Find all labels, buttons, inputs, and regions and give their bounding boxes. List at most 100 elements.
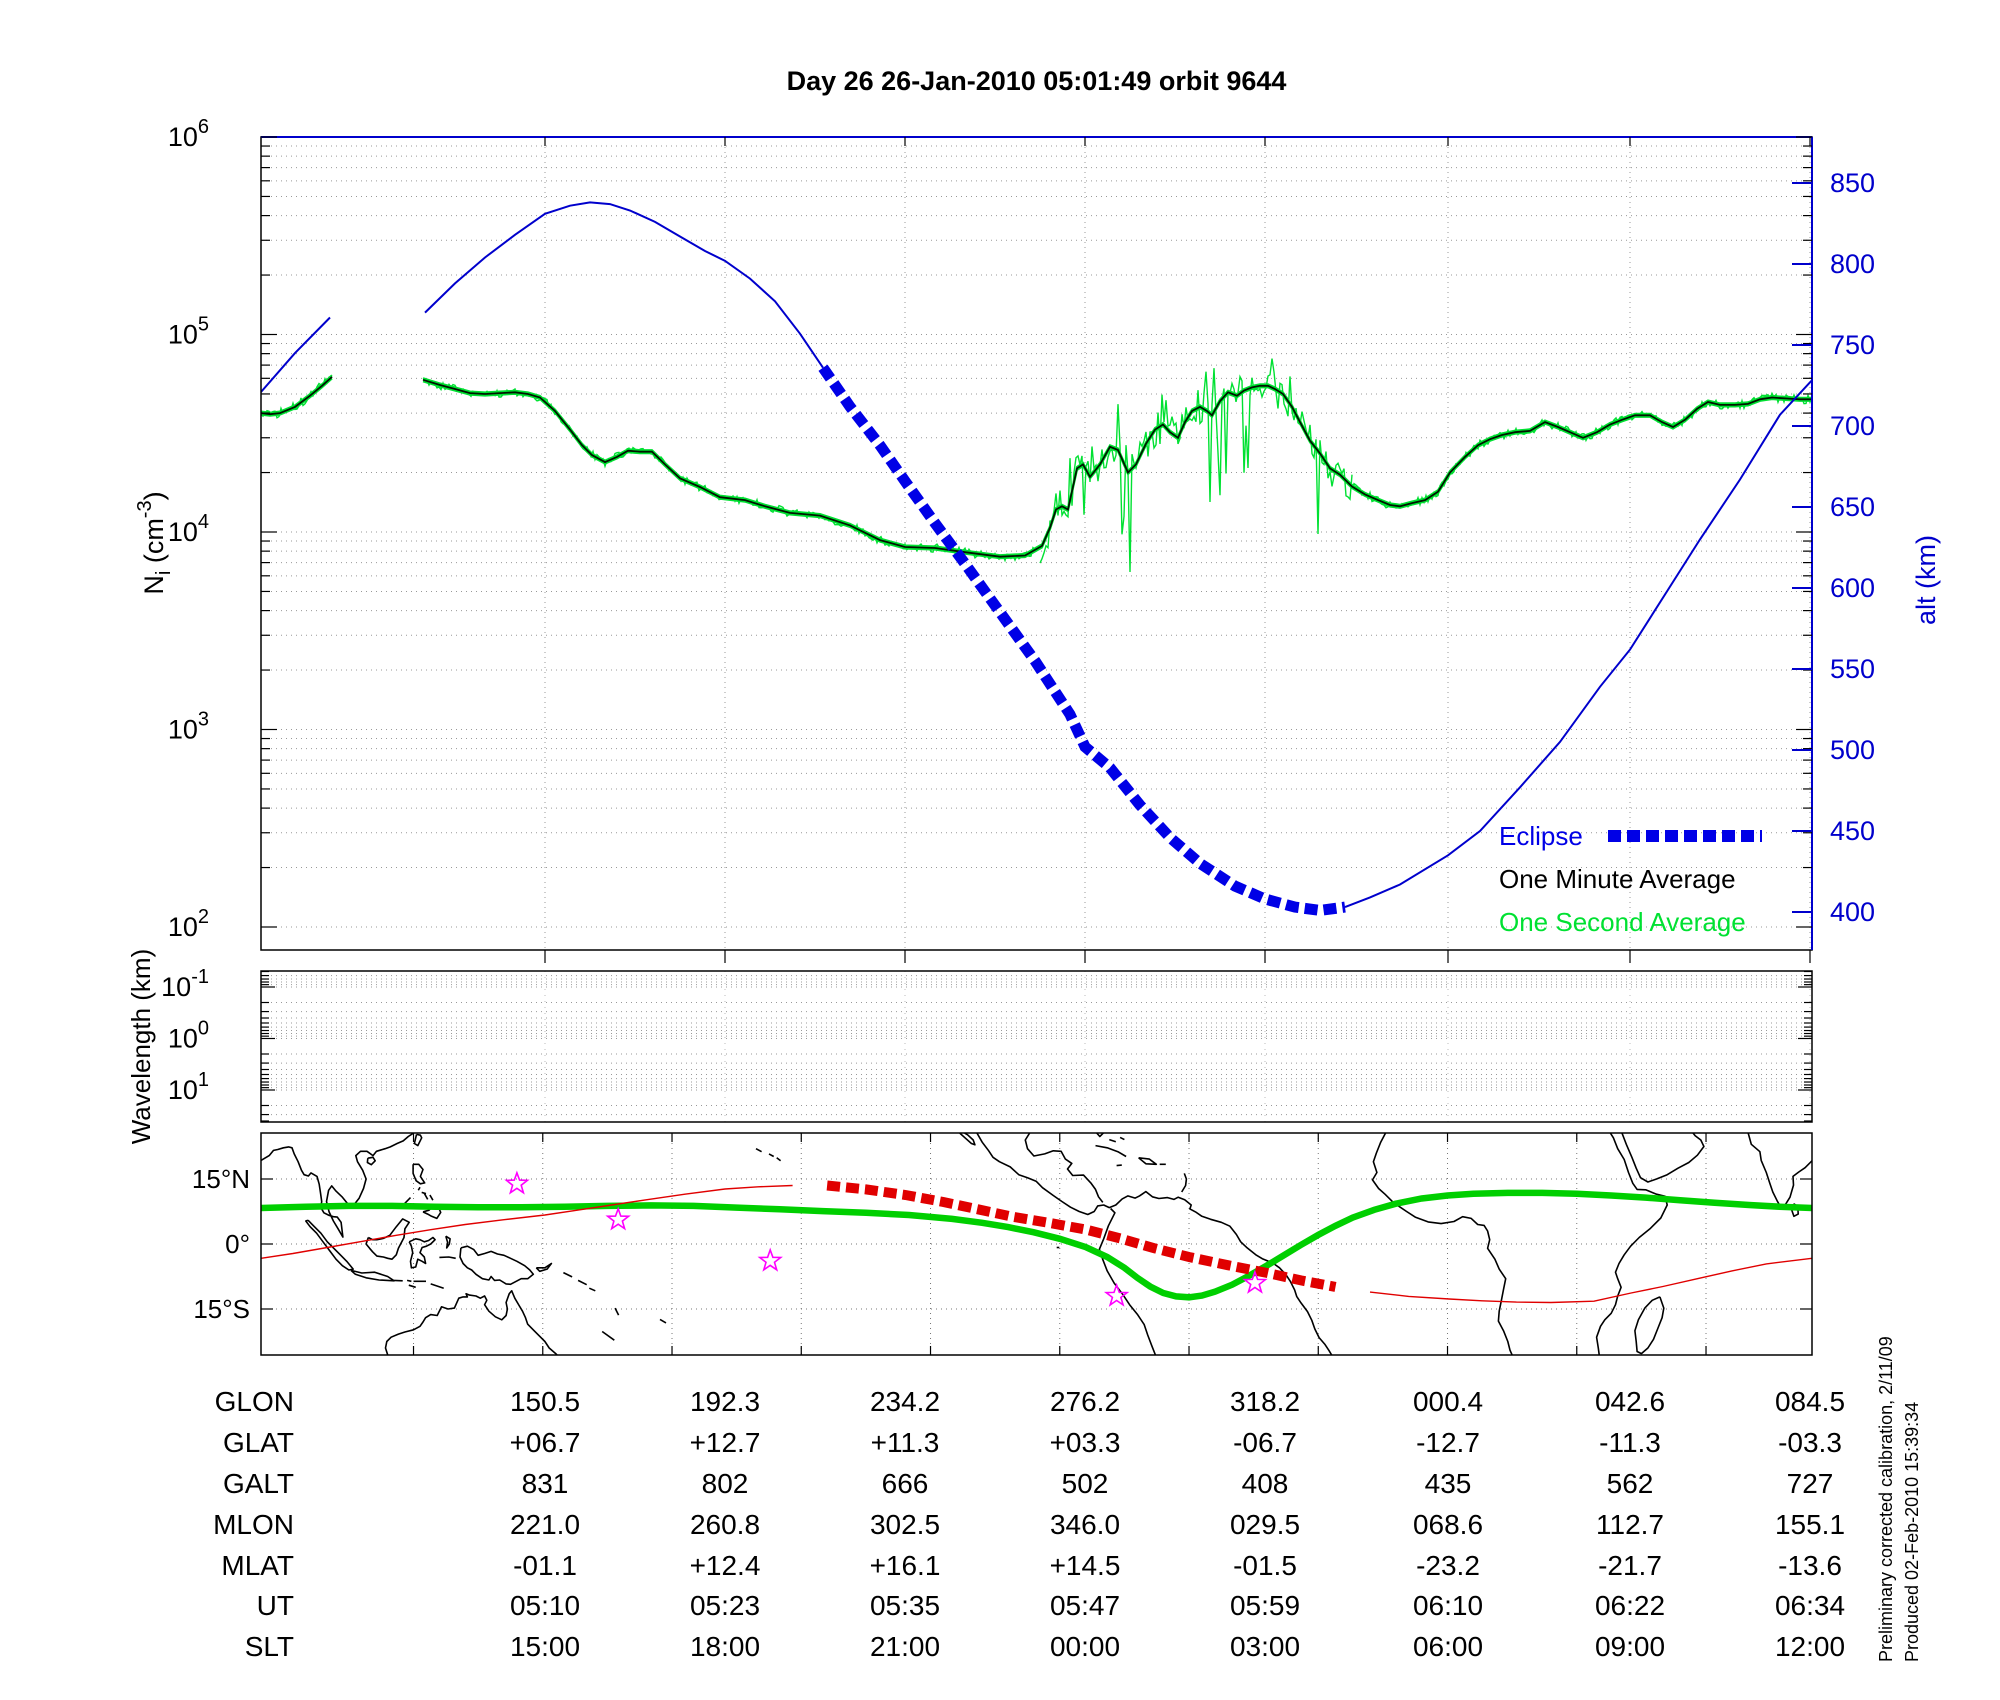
eclipse-ground-segment bbox=[826, 1180, 1337, 1292]
table-cell: 727 bbox=[1787, 1468, 1834, 1499]
table-cell: 05:59 bbox=[1230, 1590, 1300, 1621]
magnetic-equator-line bbox=[261, 1189, 1812, 1301]
table-cell: 260.8 bbox=[690, 1509, 760, 1540]
one-minute-average-curve bbox=[261, 376, 1812, 558]
table-cell: 408 bbox=[1242, 1468, 1289, 1499]
table-cell: -13.6 bbox=[1778, 1550, 1842, 1581]
wavelength-tick-label: 10-1 bbox=[161, 966, 209, 1002]
table-cell: 000.4 bbox=[1413, 1386, 1483, 1417]
table-cell: +11.3 bbox=[871, 1427, 940, 1458]
table-cell: -01.1 bbox=[513, 1550, 577, 1581]
density-tick-label: 102 bbox=[168, 906, 209, 942]
figure-title: Day 26 26-Jan-2010 05:01:49 orbit 9644 bbox=[786, 66, 1287, 96]
density-altitude-plot: 106 105 104 103 102 850 800 750 700 650 600 550 500 4… bbox=[134, 116, 1941, 963]
table-cell: 802 bbox=[702, 1468, 749, 1499]
map-content bbox=[261, 1133, 1812, 1355]
ephemeris-table: GLON 150.5 192.3 234.2 276.2 318.2 000.4 042.6 0… bbox=[213, 1386, 1845, 1662]
table-cell: 112.7 bbox=[1596, 1509, 1664, 1540]
produced-note: Produced 02-Feb-2010 15:39:34 bbox=[1902, 1402, 1922, 1662]
production-note: Preliminary corrected calibration, 2/11/… bbox=[1876, 1336, 1922, 1662]
table-cell: +12.7 bbox=[690, 1427, 761, 1458]
table-cell: 029.5 bbox=[1230, 1509, 1300, 1540]
table-row-label: GLAT bbox=[223, 1427, 294, 1458]
table-cell: -21.7 bbox=[1598, 1550, 1662, 1581]
density-tick-label: 105 bbox=[168, 314, 209, 350]
altitude-tick-label: 750 bbox=[1830, 330, 1875, 360]
plot-gridlines bbox=[261, 137, 1812, 950]
station-star bbox=[504, 1170, 530, 1195]
density-tick-label: 103 bbox=[168, 709, 209, 745]
table-cell: -23.2 bbox=[1416, 1550, 1480, 1581]
altitude-axis-labels: 850 800 750 700 650 600 550 500 450 400 bbox=[1830, 168, 1875, 927]
wavelength-tick-label: 101 bbox=[168, 1069, 209, 1105]
table-cell: 831 bbox=[522, 1468, 569, 1499]
altitude-tick-label: 650 bbox=[1830, 492, 1875, 522]
ground-track-line bbox=[261, 1180, 1812, 1304]
table-cell: 05:47 bbox=[1050, 1590, 1120, 1621]
table-cell: 042.6 bbox=[1595, 1386, 1665, 1417]
plot-frame bbox=[260, 136, 1813, 963]
table-row-label: MLON bbox=[213, 1509, 294, 1540]
altitude-tick-label: 850 bbox=[1830, 168, 1875, 198]
table-cell: +12.4 bbox=[690, 1550, 761, 1581]
table-row-label: GALT bbox=[223, 1468, 294, 1499]
altitude-tick-label: 500 bbox=[1830, 735, 1875, 765]
table-cell: 05:10 bbox=[510, 1590, 580, 1621]
table-cell: 03:00 bbox=[1230, 1631, 1300, 1662]
plot-curves bbox=[261, 201, 1812, 916]
one-second-average-curve bbox=[261, 358, 1812, 573]
table-cell: 068.6 bbox=[1413, 1509, 1483, 1540]
wavelength-panel: 10-1 100 101 Wavelength (km) bbox=[126, 949, 1813, 1145]
altitude-tick-label: 800 bbox=[1830, 249, 1875, 279]
wavelength-tick-label: 100 bbox=[168, 1018, 209, 1054]
table-cell: 06:22 bbox=[1595, 1590, 1665, 1621]
table-cell: +06.7 bbox=[510, 1427, 581, 1458]
wavelength-axis-title: Wavelength (km) bbox=[126, 949, 156, 1145]
eclipse-curve bbox=[818, 364, 1346, 916]
table-cell: 562 bbox=[1607, 1468, 1654, 1499]
table-cell: 302.5 bbox=[870, 1509, 940, 1540]
altitude-axis-title: alt (km) bbox=[1911, 535, 1941, 625]
map-lat-label: 0° bbox=[225, 1229, 250, 1259]
table-cell: 234.2 bbox=[870, 1386, 940, 1417]
table-cell: -03.3 bbox=[1778, 1427, 1842, 1458]
table-cell: 150.5 bbox=[510, 1386, 580, 1417]
plot-legend: Eclipse One Minute Average One Second Aver… bbox=[1499, 821, 1762, 937]
table-cell: 084.5 bbox=[1775, 1386, 1845, 1417]
table-cell: +14.5 bbox=[1050, 1550, 1121, 1581]
wavelength-grid bbox=[261, 971, 1812, 1122]
station-star bbox=[605, 1206, 631, 1231]
table-cell: -12.7 bbox=[1416, 1427, 1480, 1458]
table-cell: 435 bbox=[1425, 1468, 1472, 1499]
density-tick-label: 104 bbox=[168, 511, 209, 547]
table-cell: 155.1 bbox=[1775, 1509, 1845, 1540]
table-cell: 12:00 bbox=[1775, 1631, 1845, 1662]
table-row-label: UT bbox=[257, 1590, 294, 1621]
density-tick-label: 106 bbox=[168, 116, 209, 152]
map-panel: 15°N 0° 15°S bbox=[192, 1132, 1813, 1356]
altitude-tick-label: 600 bbox=[1830, 573, 1875, 603]
legend-label-2: One Second Average bbox=[1499, 907, 1746, 937]
table-cell: 18:00 bbox=[690, 1631, 760, 1662]
table-cell: 318.2 bbox=[1230, 1386, 1300, 1417]
table-cell: +16.1 bbox=[870, 1550, 941, 1581]
table-cell: 221.0 bbox=[510, 1509, 580, 1540]
ground-station-stars bbox=[504, 1170, 1268, 1307]
table-row-label: MLAT bbox=[221, 1550, 294, 1581]
map-lat-label: 15°S bbox=[193, 1294, 250, 1324]
table-row-label: GLON bbox=[215, 1386, 294, 1417]
table-cell: 346.0 bbox=[1050, 1509, 1120, 1540]
table-row-label: SLT bbox=[245, 1631, 294, 1662]
legend-label-0: Eclipse bbox=[1499, 821, 1583, 851]
legend-label-1: One Minute Average bbox=[1499, 864, 1736, 894]
table-cell: 06:34 bbox=[1775, 1590, 1845, 1621]
table-cell: 05:35 bbox=[870, 1590, 940, 1621]
table-cell: 05:23 bbox=[690, 1590, 760, 1621]
table-cell: +03.3 bbox=[1050, 1427, 1121, 1458]
altitude-tick-label: 400 bbox=[1830, 897, 1875, 927]
table-cell: 09:00 bbox=[1595, 1631, 1665, 1662]
table-cell: 502 bbox=[1062, 1468, 1109, 1499]
station-star bbox=[1103, 1282, 1130, 1307]
